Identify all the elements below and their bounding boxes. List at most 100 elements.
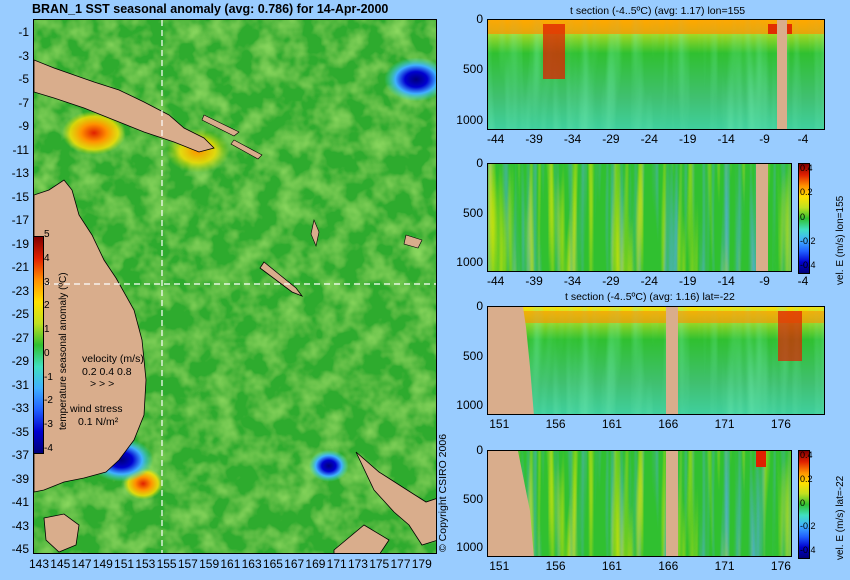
section-2-svg <box>488 164 791 271</box>
map-y-tick-22: -45 <box>11 542 29 556</box>
map-colorbar <box>33 236 44 454</box>
land-new-zealand-south <box>333 524 390 553</box>
map-x-tick-15: 173 <box>347 557 368 571</box>
section-4-colorbar-label: vel. E (m/s) lat=-22 <box>835 475 846 560</box>
land-solomon-islands <box>201 114 263 160</box>
section-2-x-tick-8: -4 <box>797 274 809 288</box>
section-4-y-tick-0: 0 <box>476 443 483 457</box>
section-3-x-tick-2: 161 <box>601 417 622 431</box>
map-y-tick-15: -31 <box>11 377 29 392</box>
map-cb-tick-9: -4 <box>44 443 53 454</box>
section-4-y-tick-1: 500 <box>462 491 483 506</box>
map-y-tick-18: -37 <box>11 448 29 462</box>
map-y-tick-2: -5 <box>18 72 29 86</box>
velocity-legend-label: velocity (m/s) <box>82 353 144 365</box>
section-2-plot <box>487 163 792 272</box>
map-y-tick-3: -7 <box>18 95 29 110</box>
section-3-plot <box>487 306 825 415</box>
map-cb-tick-7: -2 <box>44 395 53 407</box>
section-2-y-tick-1: 500 <box>462 205 483 220</box>
map-x-tick-12: 167 <box>284 557 305 571</box>
land-australia <box>34 179 147 493</box>
map-x-tick-18: 179 <box>411 557 432 571</box>
map-y-tick-7: -15 <box>11 189 29 204</box>
section-2-land <box>756 164 768 271</box>
map-cb-tick-4: 1 <box>44 324 50 336</box>
map-cb-tick-3: 2 <box>44 300 50 312</box>
section-4-cb-tick-3: -0.2 <box>800 521 816 532</box>
map-y-tick-14: -29 <box>11 354 29 368</box>
map-cb-tick-1: 4 <box>44 252 50 264</box>
section-2-cb-tick-4: -0.4 <box>800 260 816 270</box>
section-4-x-tick-2: 161 <box>601 559 622 573</box>
section-1-x-tick-6: -14 <box>717 132 735 146</box>
section-3-x-tick-1: 156 <box>545 417 566 431</box>
map-x-tick-14: 171 <box>326 557 347 571</box>
wind-legend-value: 0.1 N/m² <box>78 416 119 428</box>
map-x-tick-11: 165 <box>262 557 283 571</box>
map-svg <box>34 20 436 553</box>
map-colorbar-label: temperature seasonal anomaly (ºC) <box>58 272 69 430</box>
map-x-tick-7: 157 <box>177 557 198 571</box>
map-y-tick-17: -35 <box>11 424 29 439</box>
map-x-tick-10: 163 <box>241 557 262 571</box>
map-y-tick-16: -33 <box>11 401 29 415</box>
section-4-x-tick-1: 156 <box>545 559 566 573</box>
map-x-tick-16: 175 <box>369 557 390 571</box>
map-y-tick-1: -3 <box>18 48 29 63</box>
map-plot <box>33 19 437 554</box>
section-1-y-tick-0: 0 <box>476 12 483 26</box>
map-x-tick-1: 145 <box>50 557 71 571</box>
velocity-legend-arrows: > > > <box>90 378 115 390</box>
section-4-cb-tick-1: 0.2 <box>800 473 813 484</box>
section-4-land-west <box>488 451 534 556</box>
map-cb-tick-8: -3 <box>44 419 53 431</box>
map-y-tick-21: -43 <box>11 518 29 533</box>
section-1-title: t section (-4..5ºC) (avg: 1.17) lon=155 <box>570 5 746 17</box>
section-3-land-west <box>488 307 534 414</box>
section-4-y-tick-2: 1000 <box>456 540 483 555</box>
map-cb-tick-5: 0 <box>44 347 50 359</box>
section-2-x-tick-6: -14 <box>717 274 735 288</box>
section-4-cb-tick-4: -0.4 <box>800 545 816 555</box>
section-2-cb-tick-3: -0.2 <box>800 235 816 246</box>
section-1-x-tick-5: -19 <box>679 132 697 146</box>
map-cb-tick-0: 5 <box>44 229 50 240</box>
map-x-tick-8: 159 <box>199 557 220 571</box>
map-x-tick-2: 147 <box>71 557 92 571</box>
map-x-tick-6: 155 <box>156 557 177 571</box>
section-3-y-tick-1: 500 <box>462 348 483 363</box>
anomaly-blob <box>308 449 349 482</box>
section-2-x-tick-7: -9 <box>759 274 770 288</box>
section-2-cb-tick-2: 0 <box>800 211 806 222</box>
section-2-x-tick-1: -39 <box>525 274 543 288</box>
wind-legend-label: wind stress <box>70 403 123 415</box>
section-3-x-tick-3: 166 <box>658 417 679 431</box>
map-x-tick-9: 161 <box>220 557 241 571</box>
land-new-zealand-north <box>355 451 436 546</box>
section-2-x-tick-4: -24 <box>640 274 658 288</box>
section-1-land <box>777 20 787 129</box>
section-2-x-tick-3: -29 <box>602 274 620 288</box>
section-4-svg <box>488 451 791 556</box>
velocity-legend-values: 0.2 0.4 0.8 <box>82 366 132 378</box>
map-x-tick-4: 151 <box>114 557 135 571</box>
section-3-svg <box>488 307 824 414</box>
section-2-cb-tick-1: 0.2 <box>800 187 813 198</box>
section-4-x-tick-4: 171 <box>714 559 735 573</box>
section-1-x-tick-4: -24 <box>640 132 658 146</box>
anomaly-blob <box>384 57 436 102</box>
section-4-land-mid <box>666 451 678 556</box>
section-4-x-tick-3: 166 <box>658 559 679 573</box>
section-1-x-tick-8: -4 <box>797 132 809 146</box>
map-title: BRAN_1 SST seasonal anomaly (avg: 0.786)… <box>32 2 389 16</box>
section-2-y-tick-0: 0 <box>476 156 483 170</box>
section-1-x-tick-2: -34 <box>563 132 582 146</box>
land-new-guinea <box>34 59 215 153</box>
map-y-tick-12: -25 <box>11 307 29 321</box>
section-4-plot <box>487 450 792 557</box>
map-y-tick-20: -41 <box>11 495 29 509</box>
map-y-tick-5: -11 <box>12 142 29 157</box>
section-3-y-tick-2: 1000 <box>456 398 483 413</box>
map-cb-tick-2: 3 <box>44 276 50 288</box>
